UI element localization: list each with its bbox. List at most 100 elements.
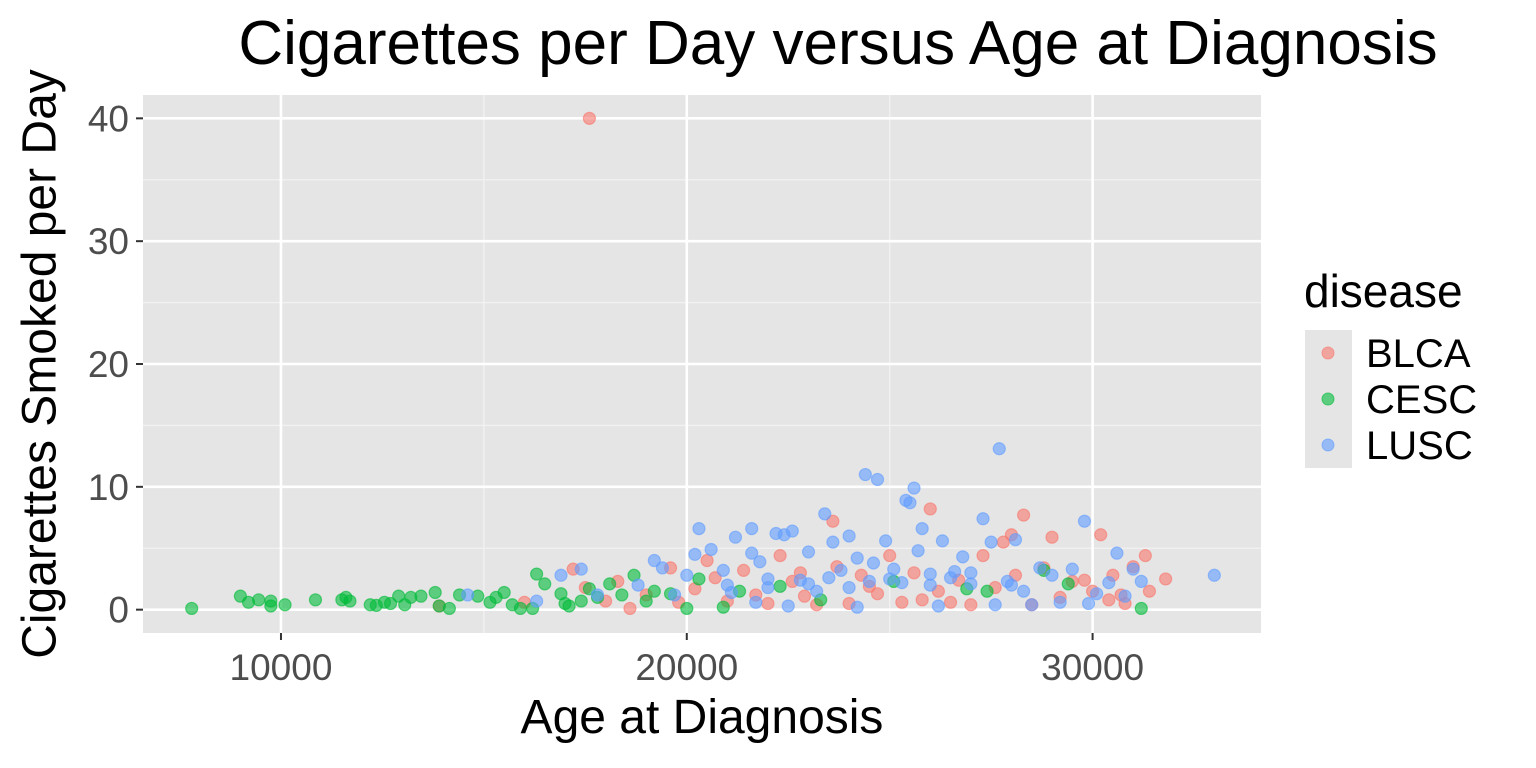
point-lusc xyxy=(818,507,832,521)
legend-label-blca: BLCA xyxy=(1366,332,1471,376)
point-blca xyxy=(761,596,775,611)
point-lusc xyxy=(781,599,795,613)
point-lusc xyxy=(923,578,937,592)
point-cesc xyxy=(615,588,629,602)
major-gridlines xyxy=(143,95,1261,633)
point-lusc xyxy=(907,481,921,495)
legend-key-lusc xyxy=(1321,438,1335,452)
point-lusc xyxy=(647,553,661,568)
point-cesc xyxy=(185,601,199,616)
point-cesc xyxy=(574,594,588,608)
point-blca xyxy=(1138,549,1152,563)
point-lusc xyxy=(810,584,824,598)
point-cesc xyxy=(692,572,706,586)
point-blca xyxy=(1102,593,1116,607)
point-lusc xyxy=(1045,568,1059,582)
point-blca xyxy=(797,589,812,603)
point-blca xyxy=(870,587,885,601)
point-lusc xyxy=(749,595,763,609)
point-lusc xyxy=(834,563,848,577)
point-lusc xyxy=(1134,574,1148,589)
point-lusc xyxy=(879,534,893,548)
y-tick-label: 30 xyxy=(88,221,129,262)
point-lusc xyxy=(1118,589,1132,603)
point-cesc xyxy=(343,594,357,608)
legend-title: disease xyxy=(1304,265,1463,317)
point-cesc xyxy=(538,577,552,591)
point-lusc xyxy=(915,521,929,536)
legend-keys xyxy=(1321,346,1335,452)
point-lusc xyxy=(988,598,1002,612)
point-blca xyxy=(736,563,751,577)
point-lusc xyxy=(826,535,840,549)
point-cesc xyxy=(1061,577,1075,591)
point-cesc xyxy=(414,589,428,603)
point-lusc xyxy=(870,472,885,487)
point-blca xyxy=(915,593,929,607)
point-blca xyxy=(582,111,596,125)
point-blca xyxy=(1045,530,1059,544)
point-lusc xyxy=(1110,546,1124,560)
point-lusc xyxy=(956,550,970,564)
point-blca xyxy=(943,595,958,609)
point-lusc xyxy=(631,578,645,592)
point-cesc xyxy=(773,579,787,593)
y-tick-label: 10 xyxy=(88,467,129,508)
point-cesc xyxy=(278,598,292,612)
point-lusc xyxy=(992,442,1006,456)
point-lusc xyxy=(1033,561,1047,575)
point-cesc xyxy=(716,600,730,614)
x-tick-label: 10000 xyxy=(230,647,333,688)
point-lusc xyxy=(801,545,816,559)
point-lusc xyxy=(862,574,876,589)
y-tick-label: 20 xyxy=(88,344,129,385)
point-blca xyxy=(883,549,897,563)
point-lusc xyxy=(680,568,694,582)
point-cesc xyxy=(647,584,661,598)
point-lusc xyxy=(858,467,872,482)
point-lusc xyxy=(822,571,836,585)
point-lusc xyxy=(1081,596,1096,611)
chart-title: Cigarettes per Day versus Age at Diagnos… xyxy=(238,9,1438,78)
point-lusc xyxy=(761,572,775,586)
point-lusc xyxy=(688,547,702,561)
point-cesc xyxy=(383,596,398,611)
point-lusc xyxy=(554,568,568,582)
point-cesc xyxy=(252,593,266,607)
point-lusc xyxy=(590,588,605,602)
x-tick-label: 20000 xyxy=(635,647,738,688)
point-lusc xyxy=(801,577,816,591)
point-lusc xyxy=(1207,568,1221,582)
point-blca xyxy=(623,601,637,616)
point-lusc xyxy=(842,580,856,595)
point-lusc xyxy=(1065,562,1079,576)
point-lusc xyxy=(866,556,881,570)
point-blca xyxy=(1094,528,1108,542)
x-tick-label: 30000 xyxy=(1041,647,1144,688)
point-blca xyxy=(996,535,1010,549)
point-lusc xyxy=(842,529,856,543)
point-cesc xyxy=(442,601,456,616)
point-cesc xyxy=(497,585,511,600)
point-lusc xyxy=(943,571,958,585)
point-lusc xyxy=(1126,562,1140,576)
point-lusc xyxy=(745,546,759,560)
point-lusc xyxy=(923,567,937,581)
data-points xyxy=(185,111,1221,616)
point-lusc xyxy=(1053,595,1067,609)
point-lusc xyxy=(692,521,706,536)
point-lusc xyxy=(931,599,945,613)
point-lusc xyxy=(716,563,730,577)
y-axis-label: Cigarettes Smoked per Day xyxy=(13,69,67,659)
legend-key-cesc xyxy=(1321,392,1335,406)
point-cesc xyxy=(308,593,323,607)
point-cesc xyxy=(428,585,442,600)
point-blca xyxy=(708,571,722,585)
point-lusc xyxy=(574,562,588,576)
point-cesc xyxy=(1134,601,1148,616)
point-lusc xyxy=(1025,598,1039,612)
point-lusc xyxy=(911,544,925,558)
point-lusc xyxy=(895,576,909,590)
point-lusc xyxy=(461,588,475,602)
minor-gridlines xyxy=(143,95,1261,633)
